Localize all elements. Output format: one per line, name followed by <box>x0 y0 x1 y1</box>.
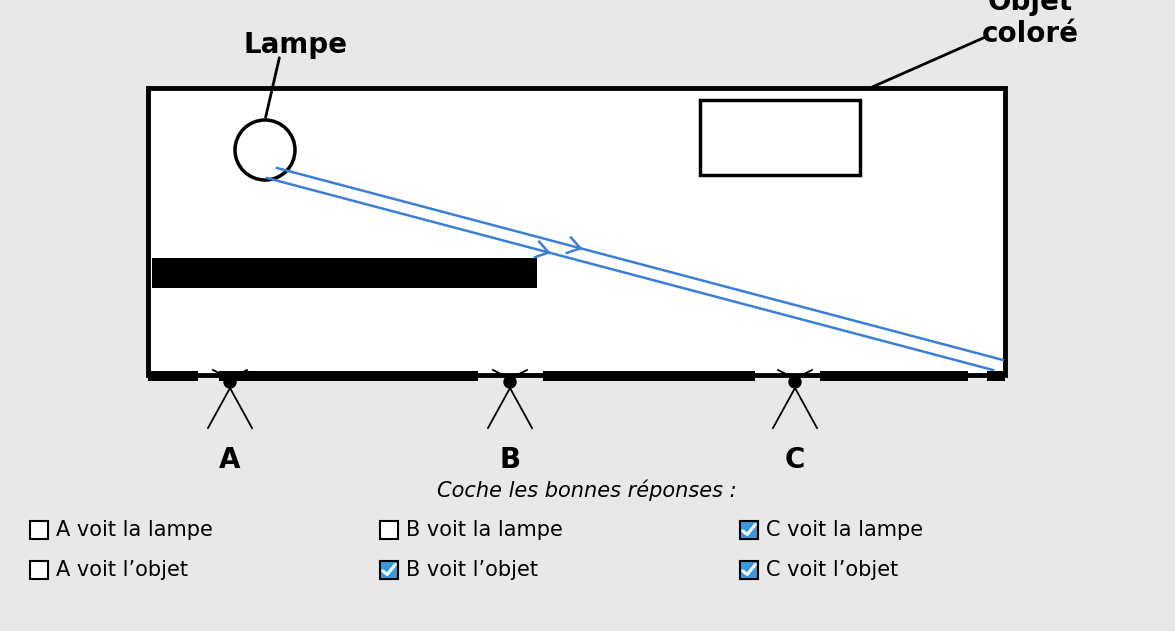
Bar <box>740 561 758 579</box>
Bar <box>543 371 756 381</box>
Text: C voit l’objet: C voit l’objet <box>766 560 898 580</box>
Text: Lampe: Lampe <box>243 31 347 59</box>
Circle shape <box>788 376 801 388</box>
Text: A voit la lampe: A voit la lampe <box>56 520 213 540</box>
Bar <box>148 371 199 381</box>
Circle shape <box>504 376 516 388</box>
Text: A: A <box>220 446 241 474</box>
Bar <box>152 258 537 288</box>
Text: A voit l’objet: A voit l’objet <box>56 560 188 580</box>
Bar <box>700 100 860 175</box>
Bar <box>219 371 478 381</box>
Bar <box>148 88 1005 375</box>
Bar <box>820 371 968 381</box>
Bar <box>740 521 758 539</box>
Text: Objet
coloré: Objet coloré <box>981 0 1079 48</box>
Bar <box>31 521 48 539</box>
Text: C voit la lampe: C voit la lampe <box>766 520 924 540</box>
Bar <box>380 521 398 539</box>
Text: C: C <box>785 446 805 474</box>
Circle shape <box>235 120 295 180</box>
Bar <box>987 371 1005 381</box>
Bar <box>31 561 48 579</box>
Text: B voit l’objet: B voit l’objet <box>407 560 538 580</box>
Text: Coche les bonnes réponses :: Coche les bonnes réponses : <box>437 480 737 501</box>
Bar <box>380 561 398 579</box>
Text: B voit la lampe: B voit la lampe <box>407 520 563 540</box>
Circle shape <box>224 376 236 388</box>
Text: B: B <box>499 446 521 474</box>
